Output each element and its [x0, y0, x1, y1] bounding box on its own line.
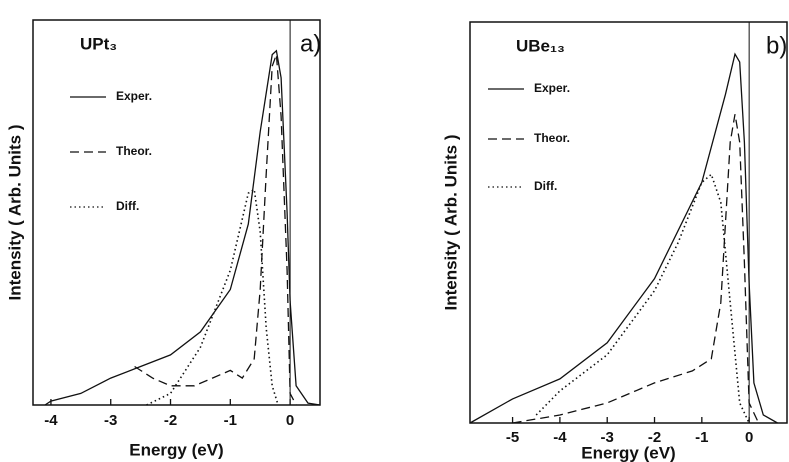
plot-frame	[32, 19, 321, 406]
legend-label: Exper.	[116, 89, 152, 103]
x-tick-label: -1	[224, 412, 237, 429]
x-tick-label: -4	[553, 429, 567, 446]
x-tick-label: -1	[695, 429, 708, 446]
x-tick-label: -3	[104, 412, 117, 429]
panel-title: UPt₃	[80, 34, 117, 53]
series-line	[146, 188, 279, 406]
panel-title: UBe₁₃	[516, 36, 565, 55]
series-line	[44, 49, 321, 406]
legend-label: Theor.	[116, 144, 152, 158]
x-tick-label: 0	[286, 412, 294, 429]
x-tick-label: -4	[44, 412, 58, 429]
legend-label: Diff.	[116, 199, 139, 213]
x-axis-label: Energy (eV)	[581, 443, 675, 462]
legend-label: Theor.	[534, 131, 570, 145]
panel-label: a)	[300, 30, 321, 57]
x-tick-label: -3	[601, 429, 614, 446]
y-axis-label: Intensity ( Arb. Units )	[5, 125, 24, 301]
series-line	[535, 173, 750, 424]
x-tick-label: -5	[506, 429, 519, 446]
y-axis-label: Intensity ( Arb. Units )	[441, 135, 460, 311]
series-line	[512, 114, 760, 424]
x-axis-label: Energy (eV)	[129, 440, 223, 459]
x-tick-label: -2	[648, 429, 661, 446]
legend-label: Diff.	[534, 179, 557, 193]
x-tick-label: 0	[745, 429, 753, 446]
legend-label: Exper.	[534, 81, 570, 95]
x-tick-label: -2	[164, 412, 177, 429]
series-line	[134, 54, 297, 406]
series-line	[469, 52, 778, 424]
panel-label: b)	[766, 32, 787, 59]
plot-frame	[469, 21, 788, 424]
